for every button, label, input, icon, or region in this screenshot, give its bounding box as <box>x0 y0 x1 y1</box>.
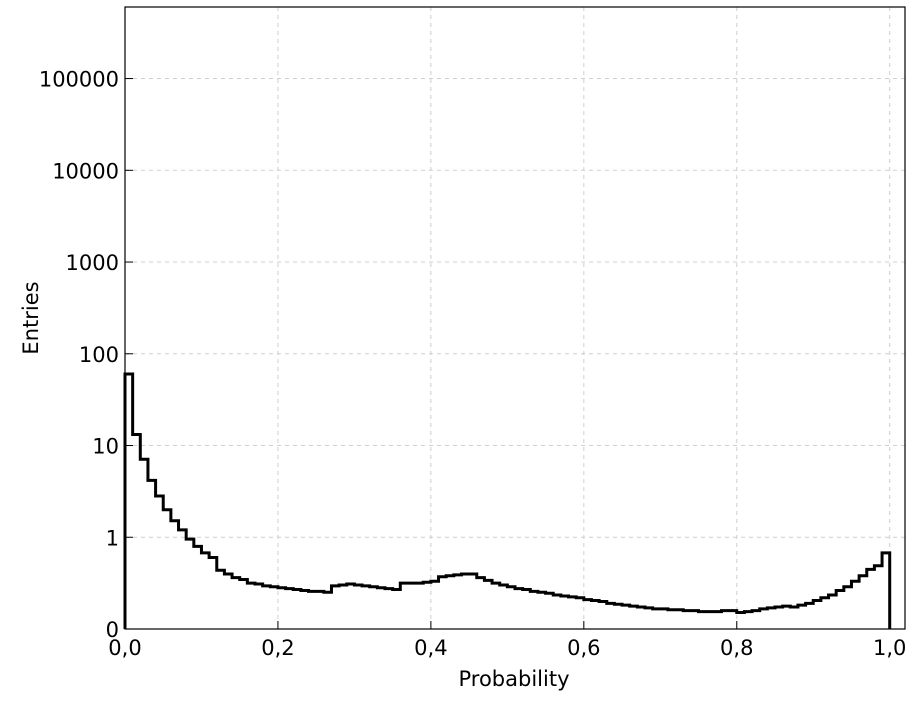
grid <box>124 7 905 629</box>
y-tick-label: 10000 <box>52 159 119 183</box>
y-tick-label: 100000 <box>39 68 119 92</box>
series-layer <box>123 372 892 629</box>
y-tick-label: 100 <box>79 343 119 367</box>
y-axis-ticks: 0 1 10 100 1000 10000 100000 <box>39 68 133 642</box>
plot-frame <box>124 6 906 630</box>
x-tick-label: 0,8 <box>720 636 753 660</box>
y-tick-label: 10 <box>92 435 119 459</box>
series-step-line <box>123 372 892 629</box>
y-axis-title: Entries <box>19 281 43 354</box>
x-axis-title: Probability <box>458 667 569 691</box>
y-tick-label: 1000 <box>66 251 119 275</box>
x-tick-label: 0,0 <box>108 636 141 660</box>
x-tick-label: 0,4 <box>414 636 447 660</box>
x-axis-ticks: 0,0 0,2 0,4 0,6 0,8 1,0 <box>108 621 906 660</box>
y-tick-label: 0 <box>106 618 119 642</box>
x-tick-label: 0,2 <box>261 636 294 660</box>
x-tick-label: 1,0 <box>873 636 906 660</box>
x-tick-label: 0,6 <box>567 636 600 660</box>
y-tick-label: 1 <box>106 526 119 550</box>
